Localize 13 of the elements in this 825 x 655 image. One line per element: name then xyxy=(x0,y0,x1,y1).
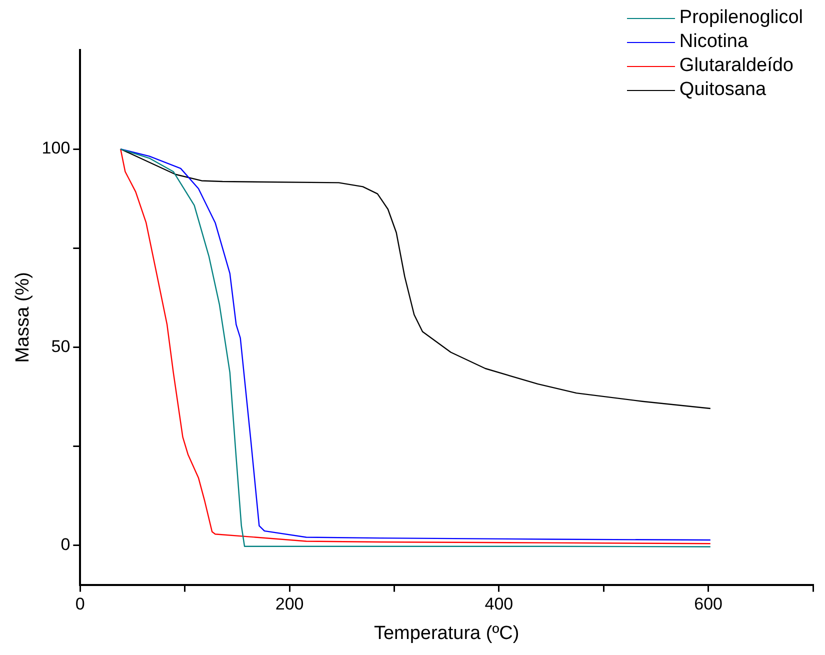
x-axis-title: Temperatura (ºC) xyxy=(374,622,520,644)
x-tick-label: 400 xyxy=(484,594,514,614)
legend-label: Quitosana xyxy=(679,79,766,101)
y-tick-label: 50 xyxy=(51,336,70,356)
legend-label: Nicotina xyxy=(679,31,748,53)
x-tick-label: 0 xyxy=(75,594,85,614)
legend-label: Propilenoglicol xyxy=(679,7,803,29)
y-tick-label: 0 xyxy=(60,534,70,554)
y-axis-title: Massa (%) xyxy=(12,272,34,363)
x-tick-label: 600 xyxy=(694,594,722,614)
y-tick-label: 100 xyxy=(42,138,70,158)
legend-label: Glutaraldeído xyxy=(679,55,794,77)
x-tick-label: 200 xyxy=(275,594,304,614)
